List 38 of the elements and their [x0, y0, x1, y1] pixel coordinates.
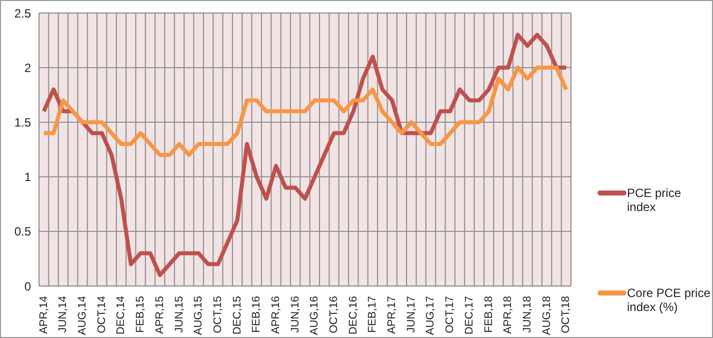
- x-tick-label: FEB,17: [366, 296, 379, 333]
- y-tick-label: 1.5: [14, 115, 32, 130]
- x-tick-label: AUG,14: [76, 296, 89, 336]
- x-tick-label: JUN,18: [521, 296, 534, 333]
- x-tick-label: FEB,18: [482, 296, 495, 333]
- legend-label: PCE price index: [627, 186, 682, 214]
- line-series: [42, 66, 568, 157]
- x-tick-label: OCT,18: [560, 296, 572, 334]
- x-tick-label: APR,16: [270, 296, 282, 334]
- x-tick-label: OCT,15: [212, 296, 224, 334]
- x-tick-label: JUN,14: [57, 296, 70, 333]
- x-tick-label: OCT,16: [328, 296, 340, 334]
- x-tick-label: AUG,18: [540, 296, 553, 336]
- x-tick-label: DEC,15: [231, 296, 244, 335]
- x-tick-label: JUN,15: [173, 296, 186, 333]
- x-tick-label: AUG,15: [192, 296, 205, 336]
- x-tick-label: APR,18: [502, 296, 514, 334]
- x-tick-label: APR,14: [38, 296, 50, 334]
- x-tick-label: OCT,14: [96, 296, 108, 334]
- y-tick-label: 0.5: [14, 224, 32, 239]
- x-tick-label: JUN,16: [289, 296, 302, 333]
- x-tick-label: JUN,17: [405, 296, 418, 333]
- y-tick-label: 1: [24, 170, 32, 184]
- x-tick-label: DEC,16: [347, 296, 360, 335]
- y-tick-label: 0: [24, 279, 32, 294]
- x-tick-label: APR,17: [386, 296, 398, 334]
- x-tick-label: AUG,17: [424, 296, 437, 336]
- line-series: [42, 32, 568, 278]
- x-tick-label: FEB,16: [250, 296, 263, 333]
- x-tick-label: OCT,17: [444, 296, 456, 334]
- x-tick-label: DEC,14: [115, 296, 128, 335]
- x-tick-label: APR,15: [154, 296, 166, 334]
- x-tick-label: AUG,16: [308, 296, 321, 336]
- y-tick-label: 2: [24, 60, 32, 75]
- x-tick-label: FEB,15: [134, 296, 147, 333]
- x-tick-label: DEC,17: [463, 296, 476, 335]
- legend-label: Core PCE price index (%): [627, 286, 712, 314]
- y-tick-label: 2.5: [14, 6, 32, 20]
